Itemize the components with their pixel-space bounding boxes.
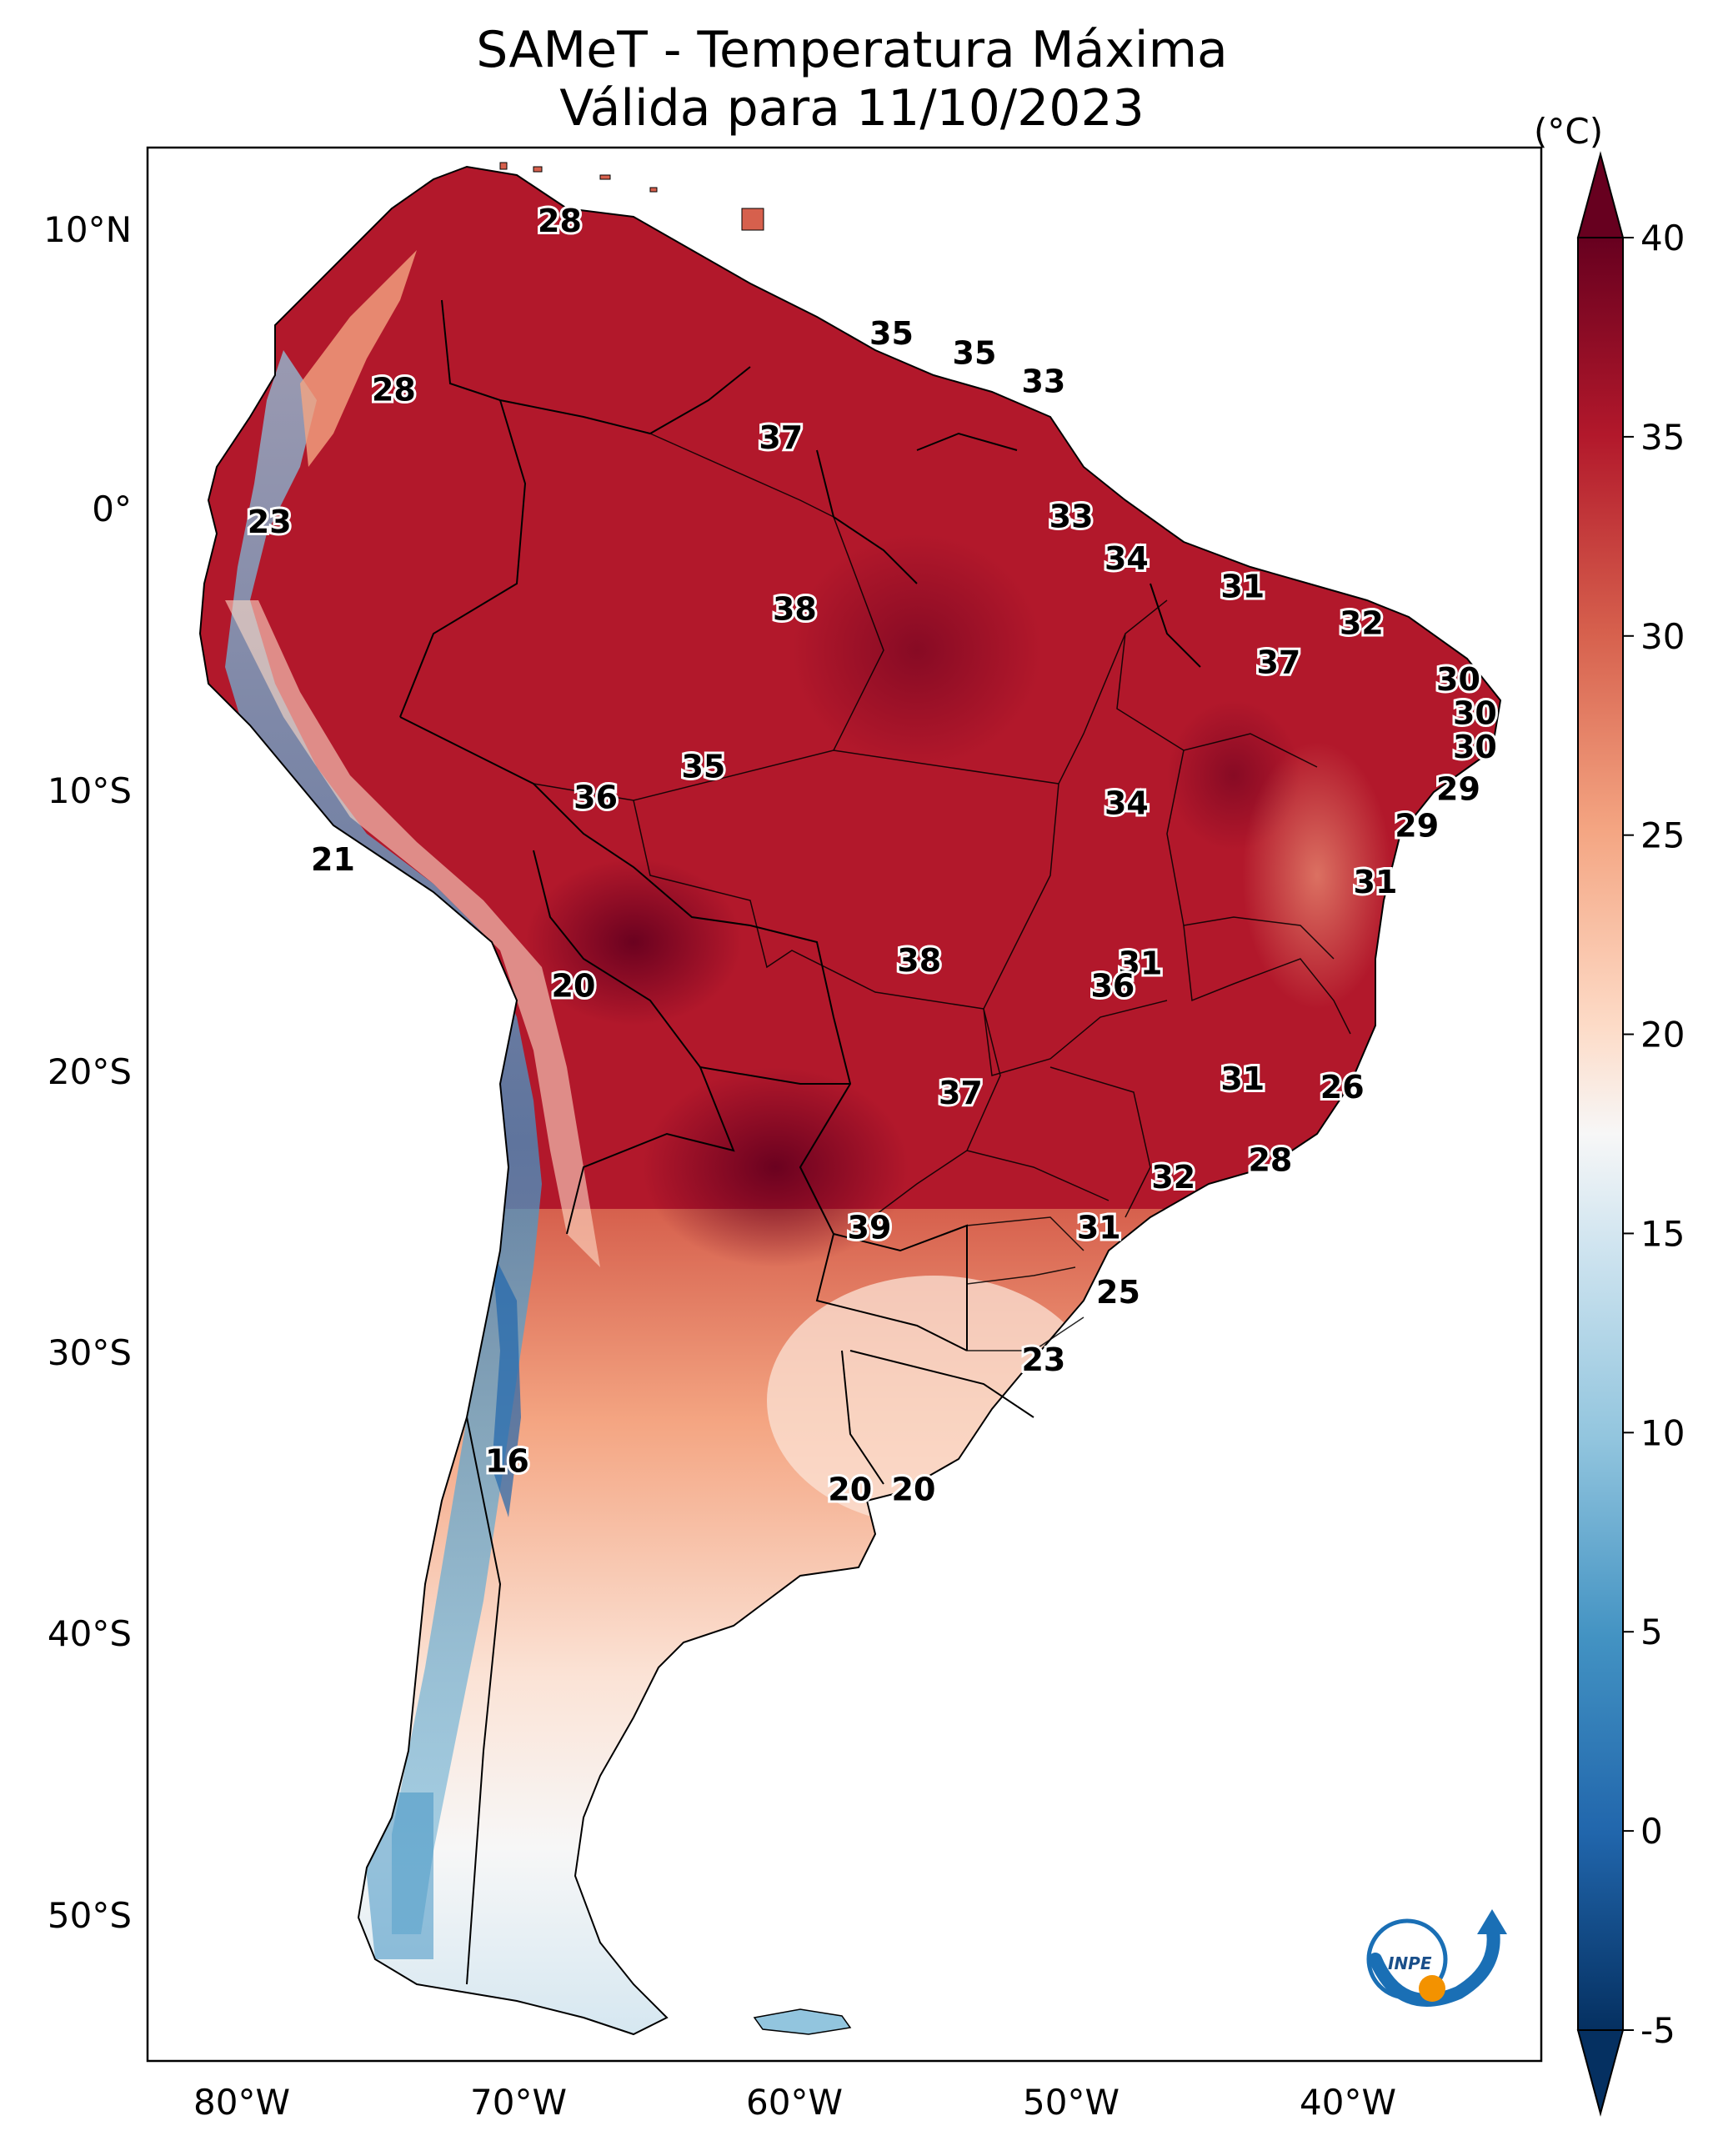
temperature-label: 37 — [1256, 644, 1300, 681]
temperature-label: 35 — [681, 749, 725, 785]
colorbar-tick-label: 20 — [1640, 1015, 1685, 1055]
temperature-label: 29 — [1436, 771, 1480, 808]
lat-label-40s: 40°S — [48, 1613, 132, 1654]
temperature-label: 21 — [311, 841, 355, 878]
temperature-label: 38 — [897, 942, 941, 979]
colorbar-tick-label: 10 — [1640, 1412, 1685, 1453]
temperature-label: 33 — [1021, 363, 1065, 399]
caribbean-islands — [499, 162, 764, 231]
lon-label-70w: 70°W — [470, 2082, 567, 2123]
colorbar-tick-label: 30 — [1640, 616, 1685, 657]
lon-label-80w: 80°W — [193, 2082, 290, 2123]
map-frame — [146, 146, 1543, 2063]
temperature-label: 35 — [869, 315, 914, 352]
lat-label-0: 0° — [92, 489, 132, 529]
state-borders — [533, 433, 1351, 1351]
temperature-label: 28 — [1248, 1142, 1292, 1179]
inpe-logo-text: INPE — [1388, 1953, 1432, 1973]
lat-label-30s: 30°S — [48, 1332, 132, 1373]
colorbar-ticks: 40 35 30 25 20 15 10 5 0 -5 — [1623, 218, 1685, 2051]
temperature-label: 35 — [953, 335, 997, 372]
temperature-label: 31 — [1077, 1210, 1121, 1246]
temperature-label: 20 — [828, 1471, 872, 1507]
temperature-label: 25 — [1096, 1274, 1140, 1311]
country-borders — [198, 165, 1502, 2036]
lat-label-50s: 50°S — [48, 1895, 132, 1936]
temperature-label: 37 — [759, 419, 803, 456]
temperature-label: 38 — [773, 591, 817, 628]
colorbar-bottom-arrow — [1576, 2029, 1625, 2117]
temperature-label: 26 — [1320, 1069, 1365, 1106]
temperature-label: 28 — [538, 203, 582, 239]
falklands-island — [753, 2008, 852, 2035]
temperature-label: 31 — [1119, 945, 1163, 982]
latitude-axis: 10°N 0° 10°S 20°S 30°S 40°S 50°S — [43, 209, 132, 1936]
temperature-label: 34 — [1104, 785, 1149, 821]
temperature-label: 39 — [848, 1210, 892, 1246]
map-title-line1: SAMeT - Temperatura Máxima — [476, 21, 1228, 79]
colorbar-tick-label: 25 — [1640, 815, 1685, 856]
temperature-label: 31 — [1354, 864, 1398, 900]
temperature-label: 28 — [372, 372, 416, 409]
temperature-label: 34 — [1104, 540, 1149, 577]
longitude-axis: 80°W 70°W 60°W 50°W 40°W — [193, 2082, 1396, 2123]
colorbar-tick-label: 40 — [1640, 218, 1685, 258]
temperature-label: 33 — [1049, 498, 1094, 534]
temperature-label: 32 — [1151, 1159, 1195, 1196]
temperature-label: 37 — [939, 1075, 983, 1111]
lat-label-20s: 20°S — [48, 1051, 132, 1092]
lon-label-60w: 60°W — [746, 2082, 843, 2123]
temperature-label: 30 — [1453, 694, 1497, 731]
map-title-line2: Válida para 11/10/2023 — [559, 79, 1144, 138]
colorbar-gradient — [1577, 237, 1624, 2031]
colorbar-tick-label: 15 — [1640, 1213, 1685, 1254]
temperature-label: 20 — [552, 968, 596, 1005]
colorbar-top-arrow — [1576, 151, 1625, 238]
temperature-label: 36 — [573, 780, 618, 816]
colorbar-tick-label: -5 — [1640, 2010, 1675, 2051]
colorbar-tick-label: 5 — [1640, 1612, 1663, 1652]
temperature-label: 32 — [1340, 605, 1384, 642]
temperature-label: 36 — [1090, 968, 1134, 1005]
temperature-label: 23 — [1021, 1341, 1065, 1378]
colorbar: (°C) 40 35 30 25 20 15 10 5 0 -5 — [1534, 111, 1685, 2117]
lat-label-10s: 10°S — [48, 770, 132, 811]
lon-label-50w: 50°W — [1023, 2082, 1119, 2123]
colorbar-unit: (°C) — [1534, 111, 1603, 152]
colorbar-tick-label: 0 — [1640, 1811, 1663, 1852]
temperature-label: 20 — [892, 1471, 936, 1507]
inpe-logo: INPE — [1366, 1909, 1507, 2007]
lat-label-10n: 10°N — [43, 209, 132, 250]
temperature-label: 31 — [1220, 569, 1265, 605]
temperature-label: 16 — [485, 1443, 529, 1480]
temperature-label: 30 — [1436, 661, 1480, 698]
temperature-label: 29 — [1395, 807, 1439, 844]
temperature-label: 31 — [1220, 1060, 1265, 1097]
colorbar-tick-label: 35 — [1640, 417, 1685, 458]
temperature-label: 23 — [248, 504, 292, 540]
temperature-label: 30 — [1453, 729, 1497, 765]
lon-label-40w: 40°W — [1300, 2082, 1396, 2123]
